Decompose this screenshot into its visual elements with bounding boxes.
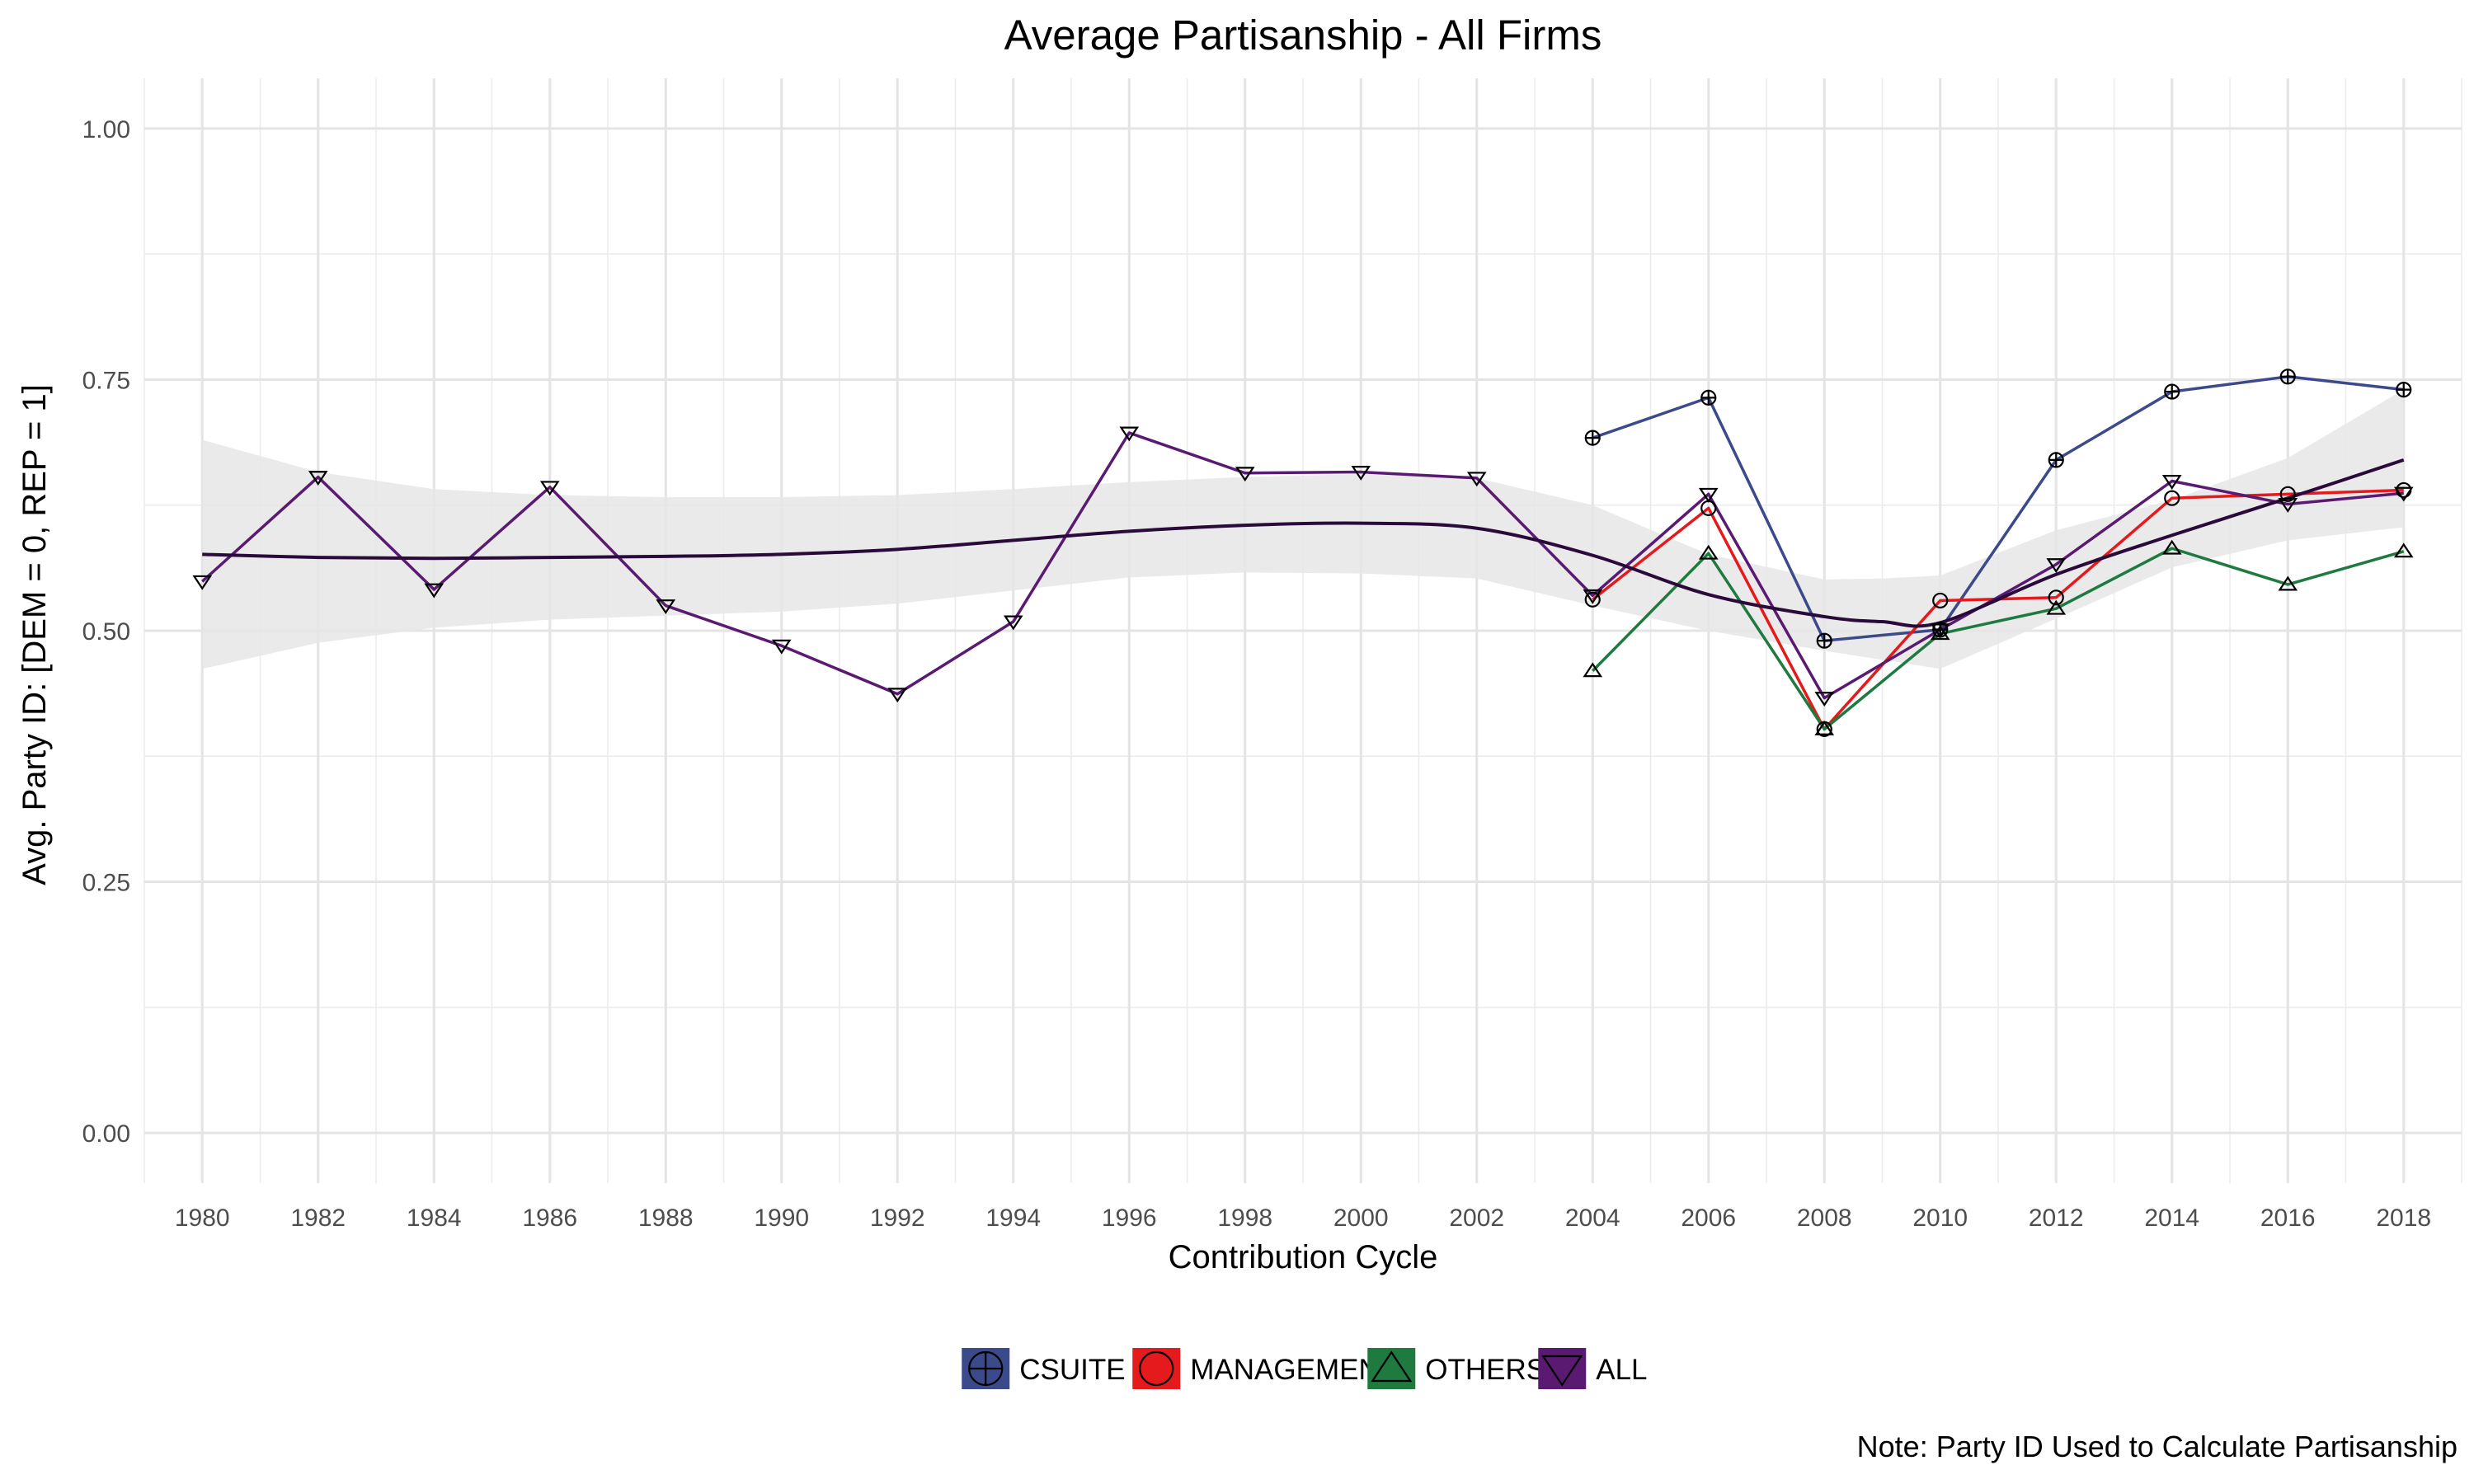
- data-point-others: [2046, 599, 2067, 615]
- data-point-management: [1932, 592, 1949, 609]
- legend-swatch-all: [1538, 1348, 1587, 1389]
- data-point-all: [2278, 498, 2298, 513]
- x-tick-label: 1986: [522, 1205, 577, 1232]
- x-tick-label: 1980: [175, 1205, 230, 1232]
- data-point-all: [2161, 475, 2182, 490]
- x-tick-label: 2018: [2376, 1205, 2431, 1232]
- legend-label-management: MANAGEMENT: [1190, 1354, 1397, 1386]
- y-axis-label: Avg. Party ID: [DEM = 0, REP = 1]: [16, 384, 53, 885]
- data-point-all: [1466, 472, 1487, 487]
- series-line-csuite: [1592, 375, 2404, 642]
- x-tick-label: 1984: [407, 1205, 462, 1232]
- data-point-others: [2161, 539, 2182, 555]
- data-point-all: [1351, 466, 1371, 481]
- y-tick-label: 0.50: [82, 618, 130, 646]
- data-point-management: [2164, 490, 2180, 506]
- x-tick-label: 1996: [1102, 1205, 1157, 1232]
- data-point-all: [1003, 615, 1023, 631]
- data-point-others: [1698, 544, 1719, 560]
- data-point-csuite: [1816, 632, 1832, 649]
- data-point-all: [1814, 692, 1835, 707]
- series-line-all: [201, 431, 2404, 700]
- x-tick-label: 1982: [290, 1205, 346, 1232]
- data-point-csuite: [2048, 452, 2064, 468]
- data-point-others: [1583, 662, 1603, 678]
- data-point-all: [1930, 623, 1950, 639]
- data-point-csuite: [2396, 382, 2412, 398]
- x-tick-label: 2002: [1449, 1205, 1504, 1232]
- data-point-csuite: [2164, 383, 2180, 400]
- x-axis-label: Contribution Cycle: [1169, 1239, 1438, 1275]
- x-tick-label: 1994: [985, 1205, 1041, 1232]
- data-point-others: [1930, 625, 1950, 641]
- smooth-band-layer: [202, 389, 2404, 669]
- legend: CSUITE MANAGEMENT OTHERS ALL: [962, 1348, 1648, 1389]
- data-point-all: [1698, 487, 1719, 503]
- data-point-all: [1583, 589, 1603, 604]
- x-tick-label: 2012: [2029, 1205, 2084, 1232]
- data-point-management: [2048, 589, 2064, 606]
- data-point-csuite: [1700, 389, 1717, 406]
- x-tick-label: 2016: [2260, 1205, 2316, 1232]
- y-tick-label: 0.75: [82, 367, 130, 394]
- data-point-management: [1584, 591, 1601, 608]
- data-point-others: [2393, 542, 2414, 558]
- x-tick-label: 1998: [1217, 1205, 1272, 1232]
- data-point-others: [2278, 575, 2298, 591]
- y-tick-label: 1.00: [82, 116, 130, 143]
- smooth-line-layer: [202, 458, 2405, 628]
- data-point-all: [887, 688, 908, 703]
- data-point-all: [308, 471, 328, 486]
- x-tick-label: 2006: [1681, 1205, 1736, 1232]
- y-tick-label: 0.00: [82, 1120, 130, 1148]
- x-tick-label: 1988: [638, 1205, 694, 1232]
- smooth-confidence-band: [202, 389, 2404, 669]
- plot-grid: [143, 78, 2462, 1183]
- x-tick-label: 1990: [754, 1205, 809, 1232]
- legend-label-csuite: CSUITE: [1019, 1354, 1125, 1386]
- data-point-all: [771, 639, 792, 655]
- legend-item-csuite: CSUITE: [962, 1348, 1126, 1389]
- x-axis-tick-labels: 1980 1982 1984 1986 1988 1990 1992 1994 1996 1998…: [175, 1205, 2431, 1232]
- data-point-all: [424, 583, 444, 599]
- legend-swatch-others: [1367, 1348, 1416, 1389]
- data-point-csuite: [1584, 430, 1601, 446]
- chart-title: Average Partisanship - All Firms: [1004, 12, 1602, 59]
- legend-label-others: OTHERS: [1425, 1354, 1545, 1386]
- y-tick-label: 0.25: [82, 870, 130, 897]
- series-line-others: [1592, 547, 2405, 731]
- smooth-trend-line: [202, 458, 2405, 628]
- data-point-all: [192, 575, 213, 590]
- legend-marker-all: [1541, 1355, 1583, 1387]
- legend-marker-others: [1371, 1350, 1413, 1383]
- legend-marker-management: [1139, 1350, 1174, 1387]
- data-point-all: [539, 481, 560, 496]
- data-point-all: [1119, 426, 1140, 442]
- data-point-others: [1814, 720, 1835, 735]
- legend-item-all: ALL: [1538, 1348, 1648, 1389]
- data-point-all: [1235, 467, 1255, 482]
- data-point-csuite: [2279, 369, 2296, 385]
- data-point-management: [2279, 486, 2296, 502]
- y-axis-tick-labels: 0.00 0.25 0.50 0.75 1.00: [82, 116, 130, 1148]
- legend-item-management: MANAGEMENT: [1132, 1348, 1397, 1389]
- x-tick-label: 2008: [1797, 1205, 1852, 1232]
- data-point-all: [2393, 486, 2414, 502]
- x-tick-label: 2014: [2144, 1205, 2199, 1232]
- data-point-all: [2046, 558, 2067, 574]
- x-tick-label: 2010: [1912, 1205, 1968, 1232]
- series-points-layer: [192, 369, 2414, 737]
- x-tick-label: 2000: [1333, 1205, 1389, 1232]
- legend-label-all: ALL: [1596, 1354, 1647, 1386]
- legend-item-others: OTHERS: [1367, 1348, 1545, 1389]
- x-tick-label: 1992: [870, 1205, 925, 1232]
- data-point-all: [656, 599, 676, 614]
- x-tick-label: 2004: [1565, 1205, 1620, 1232]
- legend-marker-csuite: [968, 1350, 1004, 1387]
- chart-caption: Note: Party ID Used to Calculate Partisa…: [1857, 1430, 2458, 1463]
